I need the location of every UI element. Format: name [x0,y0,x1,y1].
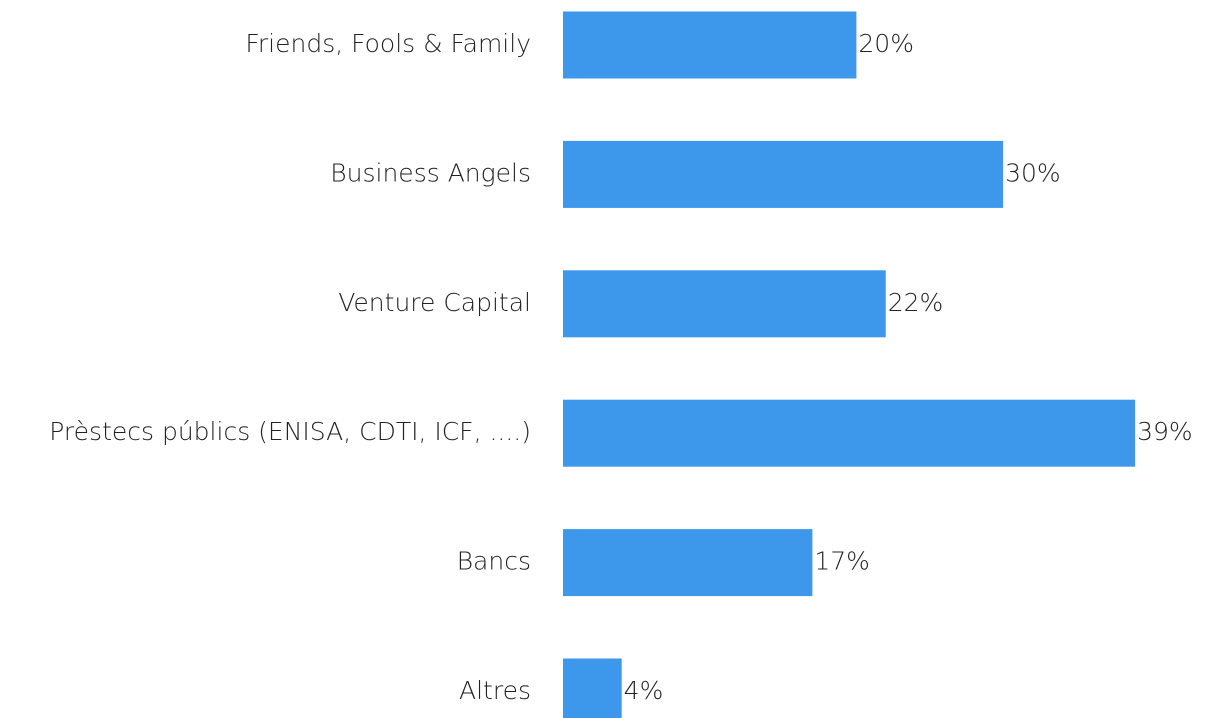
value-label: 20% [858,29,914,58]
value-label: 39% [1137,417,1193,446]
category-label: Altres [459,676,531,705]
category-label: Friends, Fools & Family [245,29,531,58]
bar [563,658,622,718]
bar [563,529,813,597]
bar [563,11,857,79]
bar [563,270,886,338]
value-label: 17% [814,547,870,576]
category-label: Prèstecs públics (ENISA, CDTI, ICF, ....… [49,417,531,446]
category-label: Venture Capital [338,288,531,317]
value-label: 22% [888,288,944,317]
bar [563,399,1136,467]
category-label: Business Angels [330,158,531,187]
value-label: 30% [1005,158,1061,187]
category-label: Bancs [457,547,531,576]
value-label: 4% [624,676,664,705]
bar [563,140,1004,208]
